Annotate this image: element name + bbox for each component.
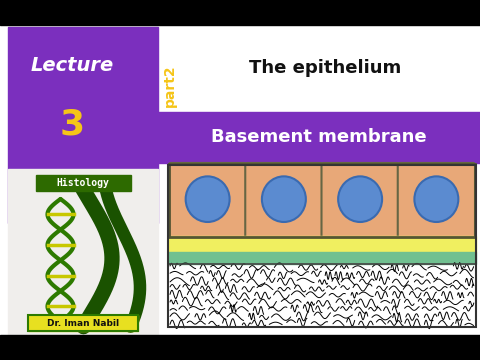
FancyBboxPatch shape <box>322 163 399 238</box>
Bar <box>8 27 158 224</box>
Text: Histology: Histology <box>57 178 109 188</box>
Bar <box>169 164 475 237</box>
Bar <box>168 165 476 327</box>
Bar <box>0 0 480 25</box>
Bar <box>168 252 476 264</box>
Bar <box>158 112 480 163</box>
Bar <box>168 165 476 327</box>
Ellipse shape <box>414 176 458 222</box>
FancyBboxPatch shape <box>398 163 475 238</box>
Bar <box>168 264 476 327</box>
Text: part2: part2 <box>163 64 177 107</box>
Text: Lecture: Lecture <box>31 57 114 76</box>
Ellipse shape <box>262 176 306 222</box>
Bar <box>36 175 131 191</box>
Ellipse shape <box>186 176 229 222</box>
Bar <box>168 236 476 252</box>
Bar <box>168 264 476 327</box>
Text: Basement membrane: Basement membrane <box>211 129 427 147</box>
Bar <box>28 315 138 331</box>
Bar <box>28 315 138 331</box>
Bar <box>8 169 158 335</box>
Text: The epithelium: The epithelium <box>249 59 401 77</box>
Text: 3: 3 <box>60 108 85 142</box>
FancyBboxPatch shape <box>169 163 246 238</box>
FancyBboxPatch shape <box>245 163 323 238</box>
Bar <box>0 25 480 335</box>
Text: Dr. Iman Nabil: Dr. Iman Nabil <box>47 319 119 328</box>
Bar <box>0 335 480 360</box>
Ellipse shape <box>338 176 382 222</box>
